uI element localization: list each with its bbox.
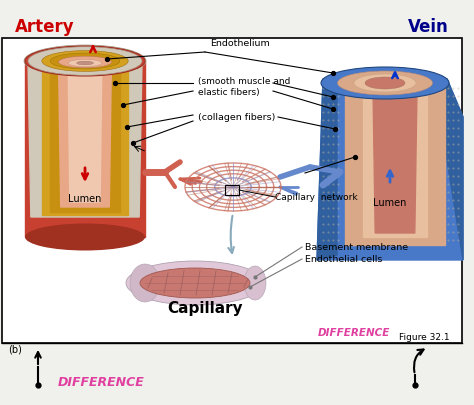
Polygon shape bbox=[373, 89, 417, 233]
Bar bbox=[225, 185, 239, 195]
Polygon shape bbox=[363, 87, 427, 237]
Polygon shape bbox=[28, 61, 142, 217]
Ellipse shape bbox=[42, 50, 128, 72]
Text: Lumen: Lumen bbox=[68, 194, 102, 204]
Ellipse shape bbox=[130, 264, 160, 302]
Ellipse shape bbox=[77, 61, 93, 65]
Ellipse shape bbox=[68, 60, 102, 66]
Polygon shape bbox=[68, 64, 102, 202]
Text: Vein: Vein bbox=[408, 18, 449, 36]
Polygon shape bbox=[435, 79, 463, 260]
Text: Figure 32.1: Figure 32.1 bbox=[400, 333, 450, 341]
Ellipse shape bbox=[50, 53, 120, 69]
Ellipse shape bbox=[59, 56, 111, 68]
Ellipse shape bbox=[321, 67, 449, 99]
Polygon shape bbox=[25, 61, 145, 237]
Text: Endothelium: Endothelium bbox=[210, 39, 270, 48]
Polygon shape bbox=[345, 85, 445, 245]
Ellipse shape bbox=[354, 74, 416, 92]
Polygon shape bbox=[317, 79, 337, 260]
Text: Capillary: Capillary bbox=[167, 301, 243, 316]
Polygon shape bbox=[59, 63, 111, 207]
Ellipse shape bbox=[25, 46, 145, 76]
Ellipse shape bbox=[42, 51, 128, 71]
Text: Endothelial cells: Endothelial cells bbox=[305, 254, 383, 264]
Ellipse shape bbox=[126, 261, 264, 305]
Ellipse shape bbox=[140, 268, 250, 298]
Text: Capillary  network: Capillary network bbox=[275, 192, 357, 202]
Polygon shape bbox=[42, 62, 128, 215]
Text: (smooth muscle and
elastic fibers): (smooth muscle and elastic fibers) bbox=[198, 77, 291, 97]
Text: (collagen fibers): (collagen fibers) bbox=[198, 113, 275, 121]
Polygon shape bbox=[317, 79, 463, 260]
Text: Lumen: Lumen bbox=[374, 198, 407, 208]
Polygon shape bbox=[50, 62, 120, 212]
Text: (b): (b) bbox=[8, 345, 22, 355]
Ellipse shape bbox=[25, 224, 145, 251]
Ellipse shape bbox=[28, 47, 142, 75]
Text: Basement membrane: Basement membrane bbox=[305, 243, 408, 252]
Ellipse shape bbox=[337, 71, 432, 95]
Ellipse shape bbox=[365, 77, 405, 89]
Bar bbox=[2, 38, 462, 343]
Ellipse shape bbox=[59, 56, 111, 70]
Ellipse shape bbox=[24, 45, 146, 77]
Text: DIFFERENCE: DIFFERENCE bbox=[58, 377, 145, 390]
Ellipse shape bbox=[244, 266, 266, 300]
Text: DIFFERENCE: DIFFERENCE bbox=[318, 328, 391, 338]
Text: Artery: Artery bbox=[15, 18, 74, 36]
